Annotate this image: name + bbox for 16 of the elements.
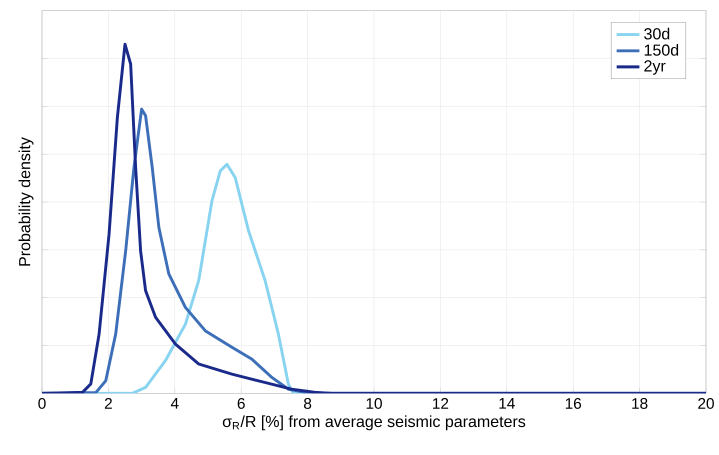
x-tick-label: 20 <box>698 398 714 409</box>
x-tick-label: 4 <box>170 398 179 409</box>
x-tick-label: 8 <box>304 398 312 409</box>
x-axis-title: σ$_{R}$/R [%] from average seismic parameters <box>222 415 526 430</box>
legend-label: 2yr <box>644 60 666 75</box>
legend-label: 150d <box>644 44 678 56</box>
x-tick-label: 10 <box>366 398 382 409</box>
x-tick-label: 6 <box>238 398 245 409</box>
x-tick-label: 0 <box>38 398 46 409</box>
y-axis-title: Probability density <box>18 137 34 266</box>
x-tick-label: 2 <box>104 398 112 409</box>
legend-label: 30d <box>644 28 670 40</box>
x-tick-label: 12 <box>433 398 448 409</box>
x-tick-label: 14 <box>499 398 515 409</box>
x-tick-label: 18 <box>632 398 648 409</box>
x-tick-label: 16 <box>566 398 582 409</box>
